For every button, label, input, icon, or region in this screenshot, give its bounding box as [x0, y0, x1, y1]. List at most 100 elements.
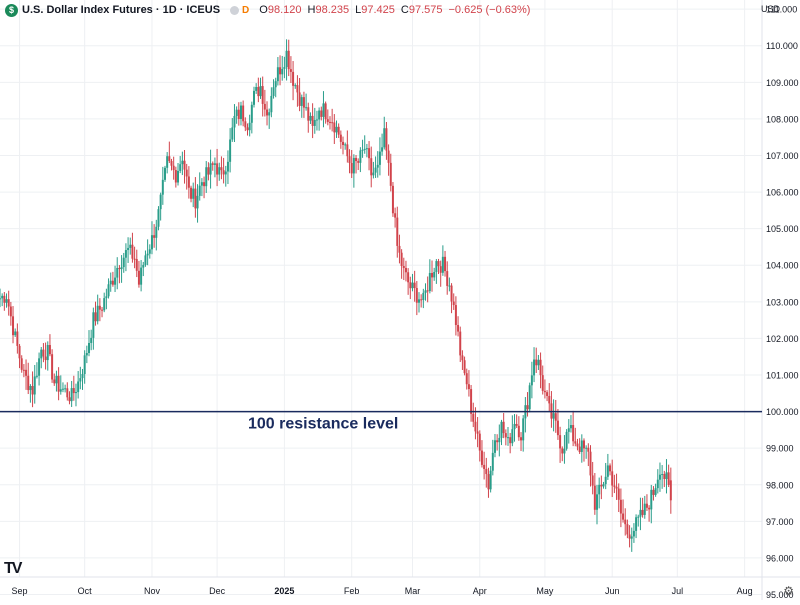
candle-body [543, 390, 546, 393]
candle-body [324, 103, 327, 120]
candle-body [478, 433, 481, 451]
candle-body [335, 126, 338, 133]
y-tick-label: 103.000 [766, 297, 799, 307]
candle-body [574, 441, 577, 444]
y-tick-label: 102.000 [766, 334, 799, 344]
candle-body [428, 272, 431, 292]
symbol-title[interactable]: U.S. Dollar Index Futures · 1D · ICEUS [22, 4, 221, 16]
candle-body [344, 144, 347, 146]
candle-body [96, 305, 99, 322]
candle-body [257, 87, 260, 97]
currency-label[interactable]: USD [760, 4, 780, 14]
candle-body [441, 256, 444, 273]
candle-body [376, 164, 379, 168]
candle-body [669, 480, 672, 501]
candle-body [222, 170, 225, 175]
candle-body [630, 536, 633, 539]
candle-body [604, 476, 607, 485]
candle-body [27, 375, 30, 391]
candle-body [183, 160, 186, 170]
candle-body [66, 388, 69, 398]
candle-body [144, 255, 147, 265]
candle-body [235, 109, 238, 116]
gear-icon[interactable]: ⚙ [783, 584, 794, 598]
candle-body [387, 150, 390, 163]
candle-body [606, 465, 609, 477]
candle-body [487, 474, 490, 490]
candle-body [53, 379, 56, 384]
candle-body [88, 342, 91, 354]
candle-body [302, 97, 305, 108]
x-tick-label: Jul [672, 586, 684, 596]
candle-body [363, 148, 366, 150]
candle-body [64, 388, 67, 390]
candle-body [218, 167, 221, 175]
candle-body [398, 245, 401, 253]
candle-body [470, 389, 473, 414]
candle-body [242, 105, 245, 122]
candle-body [200, 182, 203, 186]
candle-body [346, 144, 349, 157]
y-tick-label: 108.000 [766, 114, 799, 124]
candle-body [283, 67, 286, 69]
y-tick-label: 104.000 [766, 261, 799, 271]
candle-body [16, 331, 19, 346]
candle-body [663, 474, 666, 480]
x-tick-label: May [536, 586, 554, 596]
candle-body [98, 305, 101, 310]
candle-body [409, 282, 412, 289]
candle-body [198, 185, 201, 196]
candle-body [587, 447, 590, 452]
candle-body [213, 163, 216, 165]
candle-body [357, 161, 360, 163]
y-tick-label: 110.000 [766, 41, 798, 51]
candle-body [179, 164, 182, 171]
candle-body [81, 374, 84, 379]
candle-body [103, 298, 106, 311]
candle-body [129, 244, 132, 248]
candle-body [654, 488, 657, 495]
candle-body [415, 288, 418, 303]
candle-body [111, 280, 114, 285]
change-value: −0.625 (−0.63%) [448, 4, 531, 16]
candle-body [153, 235, 156, 238]
candle-body [546, 392, 549, 396]
candle-body [318, 110, 321, 120]
candle-body [57, 375, 60, 392]
candle-body [372, 172, 375, 176]
candle-body [444, 256, 447, 272]
candle-body [493, 440, 496, 453]
candle-body [216, 163, 219, 175]
tradingview-logo[interactable]: TV [4, 560, 23, 577]
candle-body [385, 128, 388, 151]
candle-body [61, 388, 64, 390]
candle-body [517, 425, 520, 438]
candle-body [461, 355, 464, 361]
candle-body [352, 157, 355, 174]
candle-body [459, 331, 462, 356]
candle-body [613, 485, 616, 487]
candle-body [31, 386, 34, 395]
candle-body [120, 267, 123, 270]
candle-body [224, 171, 227, 175]
candle-body [433, 271, 436, 278]
candle-body [268, 112, 271, 116]
candle-body [51, 354, 54, 380]
candle-body [261, 86, 264, 104]
candle-body [274, 81, 277, 88]
candle-body [635, 517, 638, 531]
symbol-badge[interactable]: $ [5, 3, 18, 17]
candle-body [14, 331, 17, 336]
candle-body [181, 160, 184, 165]
candle-body [55, 375, 58, 384]
candle-body [246, 127, 249, 131]
candle-body [454, 305, 457, 326]
close-label: C [400, 4, 409, 16]
candle-body [350, 163, 353, 174]
candle-body [355, 157, 358, 162]
y-tick-label: 97.000 [766, 517, 794, 527]
candle-body [300, 97, 303, 106]
candle-body [244, 121, 247, 128]
